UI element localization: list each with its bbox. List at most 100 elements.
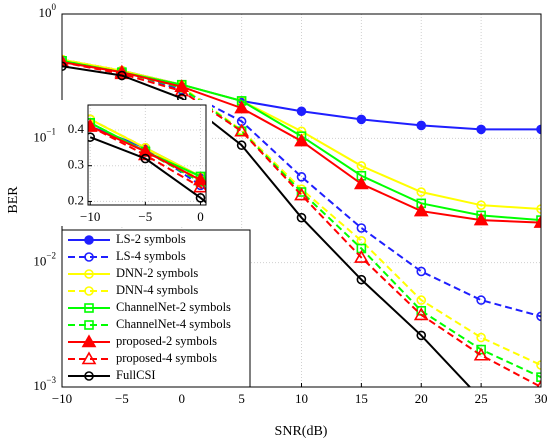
legend-marker — [81, 334, 97, 348]
axes-box — [87, 104, 207, 206]
marker — [473, 347, 489, 361]
legend-label: DNN-4 symbols — [116, 283, 198, 297]
y-tick-label: 10−3 — [33, 375, 56, 393]
marker — [356, 161, 367, 171]
series-line — [62, 65, 472, 387]
series-line — [89, 125, 206, 185]
marker — [536, 311, 541, 322]
legend-label: DNN-2 symbols — [116, 266, 198, 280]
marker — [294, 133, 309, 147]
x-axis-label: SNR(dB) — [275, 424, 328, 439]
marker — [62, 61, 67, 72]
legend-label: ChannelNet-4 symbols — [116, 317, 231, 331]
x-tick-label: −10 — [52, 391, 72, 406]
marker — [416, 120, 427, 131]
marker — [353, 176, 369, 190]
marker — [234, 100, 250, 114]
marker — [536, 360, 541, 370]
series-line — [89, 125, 206, 193]
marker — [193, 172, 206, 186]
y-tick-base: 10 — [39, 5, 52, 20]
marker — [473, 212, 489, 226]
legend-label: proposed-2 symbols — [116, 334, 217, 348]
marker — [356, 274, 367, 285]
marker — [536, 215, 541, 225]
x-tick-label: 30 — [535, 391, 548, 406]
legend-label: LS-2 symbols — [116, 232, 186, 246]
y-tick-base: 10 — [33, 129, 46, 144]
y-axis-label: BER — [6, 186, 21, 214]
legend-marker — [84, 320, 94, 330]
legend-marker — [84, 252, 94, 262]
marker — [476, 295, 486, 305]
x-tick-label: 25 — [475, 391, 488, 406]
series-line — [89, 118, 206, 187]
series-group — [88, 114, 206, 204]
marker — [236, 140, 247, 151]
marker — [353, 249, 369, 263]
y-tick-base: 10 — [33, 378, 46, 393]
series-line — [89, 136, 206, 204]
x-tick-label: 10 — [295, 391, 308, 406]
y-tick-exponent: −2 — [46, 251, 56, 261]
marker — [416, 187, 427, 197]
series-line — [89, 118, 206, 181]
marker — [536, 379, 541, 387]
legend-marker — [84, 235, 94, 245]
series-line — [62, 61, 541, 387]
marker — [62, 56, 67, 66]
marker — [416, 330, 427, 341]
marker — [413, 307, 429, 321]
y-tick-label: 0.3 — [68, 157, 84, 172]
marker — [140, 153, 151, 164]
marker — [476, 200, 486, 210]
marker — [193, 179, 206, 193]
marker — [416, 295, 427, 305]
x-tick-label: −5 — [138, 209, 152, 224]
marker — [533, 214, 541, 228]
legend-label: LS-4 symbols — [116, 249, 186, 263]
series-group — [62, 54, 541, 387]
marker — [416, 266, 427, 277]
marker — [476, 124, 486, 135]
marker — [356, 223, 367, 233]
x-tick-label: 0 — [197, 209, 204, 224]
series-line — [89, 121, 206, 181]
marker — [536, 372, 541, 382]
marker — [62, 54, 70, 68]
legend-marker — [84, 269, 94, 279]
marker — [294, 187, 309, 201]
legend-label: FullCSI — [116, 368, 156, 382]
legend-marker — [81, 351, 97, 365]
marker — [356, 114, 367, 125]
y-tick-label: 10−2 — [33, 251, 56, 269]
marker — [296, 106, 307, 117]
legend-label: proposed-4 symbols — [116, 351, 217, 365]
legend-label: ChannelNet-2 symbols — [116, 300, 231, 314]
y-tick-exponent: 0 — [52, 2, 57, 12]
marker — [296, 212, 307, 223]
x-tick-label: −10 — [80, 209, 100, 224]
marker — [234, 123, 250, 137]
x-tick-label: 5 — [238, 391, 245, 406]
marker — [476, 344, 486, 355]
legend-marker — [84, 286, 94, 296]
marker — [413, 203, 429, 217]
marker — [174, 83, 190, 97]
marker — [296, 172, 307, 182]
y-tick-label: 0.2 — [68, 192, 84, 207]
y-tick-exponent: −1 — [46, 126, 56, 136]
legend-marker — [84, 303, 94, 313]
marker — [536, 124, 541, 135]
marker — [476, 332, 486, 343]
x-tick-label: 20 — [415, 391, 428, 406]
marker — [88, 118, 98, 132]
x-tick-label: 15 — [355, 391, 368, 406]
y-tick-label: 0.4 — [68, 121, 85, 136]
legend-marker — [84, 371, 94, 381]
marker — [536, 204, 541, 214]
x-tick-label: 0 — [179, 391, 186, 406]
y-tick-label: 100 — [39, 2, 57, 20]
marker — [88, 132, 96, 142]
